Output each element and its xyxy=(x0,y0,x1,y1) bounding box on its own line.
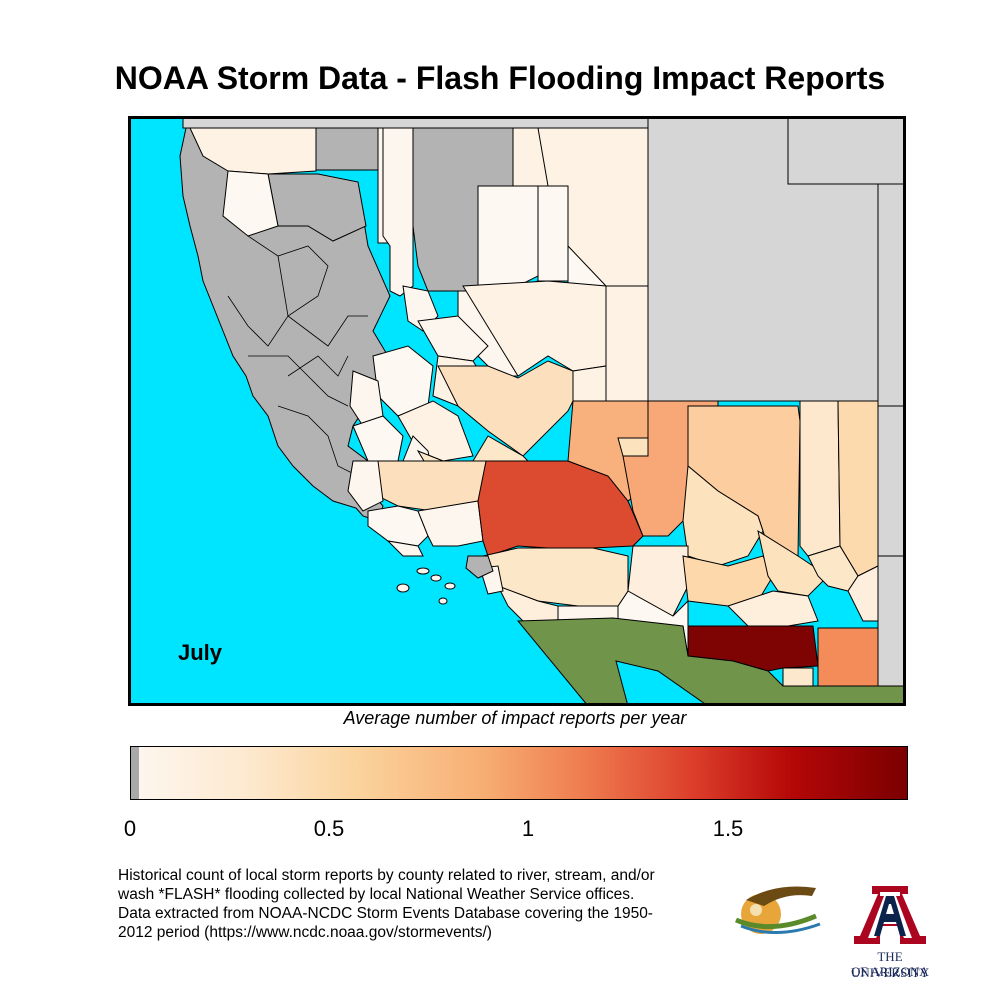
island-4 xyxy=(396,583,410,593)
county-tuolumne xyxy=(352,415,404,462)
county-lincoln-south xyxy=(617,437,649,457)
county-lincoln xyxy=(572,365,607,407)
county-navajo xyxy=(799,400,841,557)
month-label: July xyxy=(178,640,223,665)
climas-logo xyxy=(716,880,836,980)
county-maricopa xyxy=(682,555,774,607)
county-kings xyxy=(347,460,384,512)
county-los-angeles xyxy=(465,555,494,579)
county-santa-cruz xyxy=(782,667,814,687)
colorbar-tick-1-5: 1.5 xyxy=(712,816,744,841)
ua-wordmark-line1: THE UNIVERSITY xyxy=(851,949,929,980)
county-monterey xyxy=(367,505,429,547)
university-of-arizona-logo: THE UNIVERSITY OF ARIZONA xyxy=(840,880,940,980)
wyoming-region xyxy=(787,116,906,185)
county-apache xyxy=(837,400,879,577)
colorbar-tick-1: 1 xyxy=(521,816,535,841)
ua-wordmark-line2: OF ARIZONA xyxy=(851,964,929,979)
island-5 xyxy=(438,597,448,605)
colorbar-frame xyxy=(130,746,908,800)
county-lander xyxy=(537,185,569,282)
gulf-of-california xyxy=(615,660,709,706)
ua-block-a-icon xyxy=(854,886,926,944)
county-greenlee xyxy=(847,565,879,622)
island-3 xyxy=(444,582,456,590)
colorbar-svg xyxy=(130,746,908,800)
county-washoe xyxy=(382,127,414,297)
colorado-strip xyxy=(877,183,906,407)
county-sb xyxy=(386,540,424,557)
island-2 xyxy=(430,574,442,582)
map-svg xyxy=(128,116,906,706)
source-note-text: Historical count of local storm reports … xyxy=(118,867,655,941)
colorbar-gradient xyxy=(139,746,908,800)
mexico xyxy=(516,617,906,706)
county-cochise xyxy=(817,627,879,687)
colorbar-tick-0-5: 0.5 xyxy=(313,816,345,841)
county-yavapai xyxy=(682,465,764,567)
source-note: Historical count of local storm reports … xyxy=(118,866,658,942)
climas-emblem xyxy=(735,886,821,934)
nm-strip xyxy=(877,555,906,689)
map-title: NOAA Storm Data - Flash Flooding Impact … xyxy=(114,60,886,96)
colorbar-tick-0: 0 xyxy=(123,816,137,841)
county-siskiyou-east xyxy=(315,127,379,171)
island-1 xyxy=(416,567,430,575)
colorbar-nodata xyxy=(130,746,139,800)
county-pershing xyxy=(477,185,539,292)
colorbar-caption: Average number of impact reports per yea… xyxy=(343,708,687,728)
county-humboldt-east xyxy=(222,170,279,237)
map-frame xyxy=(128,116,906,706)
colorbar xyxy=(130,746,908,800)
county-map xyxy=(128,116,906,706)
county-mineral xyxy=(417,315,489,362)
county-white-pine xyxy=(605,285,649,402)
county-lassen-gray xyxy=(267,173,367,242)
